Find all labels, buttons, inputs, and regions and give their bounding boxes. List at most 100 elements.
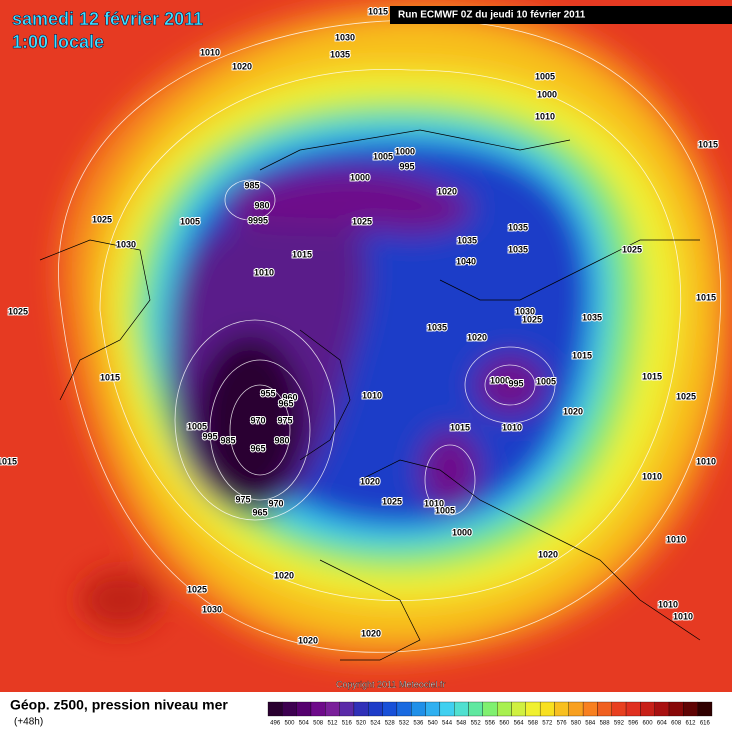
scale-label: 536: [413, 721, 424, 727]
isobar-label: 1025: [8, 306, 28, 316]
isobar-label: 1030: [335, 32, 355, 42]
scale-swatch: [611, 701, 627, 717]
isobar-label: 1010: [658, 599, 678, 609]
scale-label: 532: [399, 721, 410, 727]
scale-label: 512: [327, 721, 338, 727]
scale-swatch: [668, 701, 684, 717]
scale-swatch: [654, 701, 670, 717]
isobar-label: 9995: [248, 215, 268, 225]
run-info: Run ECMWF 0Z du jeudi 10 février 2011: [398, 10, 586, 21]
scale-swatch: [339, 701, 355, 717]
scale-label: 560: [499, 721, 510, 727]
isobar-label: 995: [399, 161, 414, 171]
isobar-label: 1005: [435, 505, 455, 515]
geopotential-field: [58, 0, 732, 663]
isobar-label: 1025: [622, 244, 642, 254]
isobar-label: 1020: [437, 186, 457, 196]
scale-label: 576: [557, 721, 568, 727]
scale-label: 524: [370, 721, 381, 727]
isobar-label: 1000: [395, 146, 415, 156]
coastlines: [39, 129, 701, 661]
isobar-label: 1030: [116, 239, 136, 249]
scale-swatch: [697, 701, 713, 717]
scale-swatch: [425, 701, 441, 717]
isobar-label: 1035: [427, 322, 447, 332]
scale-swatch: [497, 701, 512, 717]
scale-swatch: [310, 701, 326, 717]
forecast-time: 1:00 locale: [12, 32, 104, 52]
scale-label: 540: [428, 721, 439, 727]
isobar-label: 985: [220, 435, 235, 445]
isobar-label: 1020: [360, 476, 380, 486]
scale-label: 496: [270, 721, 281, 727]
isobar-label: 1020: [232, 61, 252, 71]
isobar-label: 975: [277, 415, 292, 425]
isobar-label: 1000: [537, 89, 557, 99]
isobar-label: 1005: [180, 216, 200, 226]
isobar-label: 980: [274, 435, 289, 445]
isobar-label: 1010: [362, 390, 382, 400]
isobar-label: 970: [250, 415, 265, 425]
scale-swatch: [396, 701, 412, 717]
scale-label: 552: [471, 721, 482, 727]
scale-label: 612: [686, 721, 697, 727]
isobar-label: 1025: [522, 314, 542, 324]
isobar-label: 975: [235, 494, 250, 504]
scale-swatch: [382, 701, 398, 717]
isobar-label: 970: [268, 498, 283, 508]
isobar-label: 1015: [642, 371, 662, 381]
scale-swatch: [282, 701, 297, 717]
isobar-label: 1015: [100, 372, 120, 382]
isobar-label: 1005: [373, 151, 393, 161]
isobar-label: 1030: [202, 604, 222, 614]
scale-swatch: [683, 701, 698, 717]
scale-label: 500: [284, 721, 295, 727]
copyright: Copyright 2011 Meteociel.fr: [336, 679, 445, 689]
scale-label: 584: [585, 721, 596, 727]
forecast-date: samedi 12 février 2011: [12, 9, 203, 29]
isobar-label: 1005: [187, 421, 207, 431]
scale-label: 504: [299, 721, 310, 727]
isobar-label: 1040: [456, 256, 476, 266]
isobar-label: 980: [254, 200, 269, 210]
scale-swatch: [439, 701, 455, 717]
scale-swatch: [539, 701, 555, 717]
isobar-label: 1000: [490, 375, 510, 385]
isobar-label: 1020: [298, 635, 318, 645]
isobar-label: 965: [250, 443, 265, 453]
scale-label: 548: [456, 721, 467, 727]
isobar-label: 1025: [676, 391, 696, 401]
scale-swatch: [640, 701, 655, 717]
isobar-label: 1030: [515, 306, 535, 316]
isobar-label: 1015: [450, 422, 470, 432]
scale-swatch: [482, 701, 498, 717]
isobar-label: 1035: [582, 312, 602, 322]
isobar-label: 1035: [508, 222, 528, 232]
isobar-label: 985: [244, 180, 259, 190]
scale-swatch: [625, 701, 641, 717]
scale-swatch: [554, 701, 569, 717]
scale-label: 592: [614, 721, 625, 727]
isobar-label: 1035: [457, 235, 477, 245]
isobar-label: 1010: [673, 611, 693, 621]
scale-swatch: [267, 701, 283, 717]
isobar-label: 1010: [666, 534, 686, 544]
isobar-label: 1015: [698, 139, 718, 149]
scale-swatch: [525, 701, 541, 717]
isobar-label: 1015: [368, 6, 388, 16]
isobar-label: 1010: [254, 267, 274, 277]
color-scale: 496 500 504 508 512 516 520 524 528 532 536 540 544 5…: [267, 701, 713, 727]
isobar-label: 1025: [92, 214, 112, 224]
isobar-label: 1010: [424, 498, 444, 508]
isobar-labels: 1015103010351020101010051000101010151005…: [0, 5, 719, 646]
scale-label: 604: [657, 721, 668, 727]
isobar-label: 1020: [361, 628, 381, 638]
isobar-label: 955: [260, 388, 275, 398]
isobar-label: 1020: [467, 332, 487, 342]
scale-swatch: [353, 701, 369, 717]
run-banner: [390, 6, 732, 24]
scale-swatch: [411, 701, 426, 717]
isobar-label: 1020: [538, 549, 558, 559]
